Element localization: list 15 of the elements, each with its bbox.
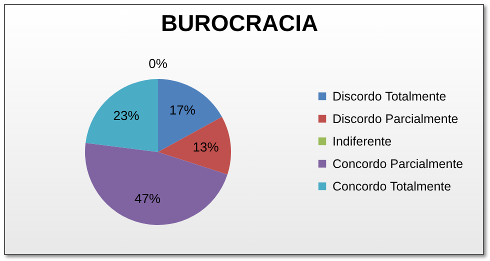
data-label: 17% [169,102,196,118]
text: 0% [148,56,168,71]
data-label: 23% [113,108,140,123]
legend-label: Discordo Totalmente [332,89,446,104]
pie-slice [86,79,158,152]
pie-slice [158,116,231,175]
legend-label: Discordo Parcialmente [332,112,458,126]
chart-title: BUROCRACIA [161,10,318,36]
data-label: 47% [134,190,161,206]
pie-slice [158,79,222,152]
legend-label: Concordo Totalmente [332,179,452,194]
legend-label: Indiferente [332,134,392,148]
data-label: 13% [192,139,220,154]
legend-label: Concordo Parcialmente [332,156,464,171]
pie-slice [85,142,228,225]
